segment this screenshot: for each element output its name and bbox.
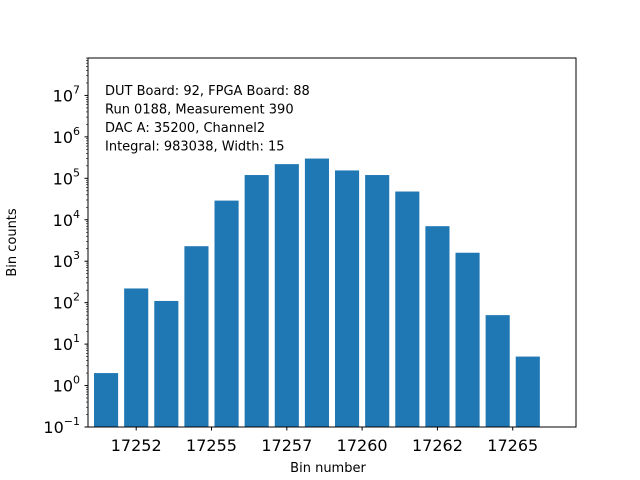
annotation-line: Run 0188, Measurement 390 (105, 103, 294, 118)
y-tick-label-exponent: 2 (73, 291, 80, 304)
bar-17265 (515, 356, 540, 427)
bar-17259 (335, 170, 360, 427)
annotation-block: DUT Board: 92, FPGA Board: 88 Run 0188, M… (105, 84, 310, 155)
y-tick-label-base: 10 (53, 128, 73, 147)
y-tick-label-exponent: 6 (73, 125, 80, 138)
bar-17253 (154, 300, 179, 427)
y-tick-label: 107 (53, 83, 80, 105)
y-tick-label-exponent: 7 (73, 83, 80, 96)
annotation-line: Integral: 983038, Width: 15 (105, 140, 285, 155)
y-tick-label-base: 10 (53, 294, 73, 313)
x-tick-label: 17262 (412, 436, 463, 455)
y-tick-label-exponent: 4 (73, 208, 80, 221)
bar-17260 (365, 175, 390, 427)
y-tick-label: 103 (53, 249, 80, 271)
bars (94, 158, 540, 428)
annotation-line: DAC A: 35200, Channel2 (105, 121, 265, 136)
y-tick-label: 104 (53, 208, 80, 230)
y-tick-label-base: 10 (53, 252, 73, 271)
x-ticks: 17252 17255 17257 17260 17262 17265 (111, 427, 538, 455)
bar-17257 (274, 164, 299, 427)
x-tick-label: 17260 (337, 436, 388, 455)
bar-17251 (94, 373, 119, 427)
y-tick-label-exponent: 0 (73, 374, 80, 387)
bar-17252 (124, 288, 149, 427)
bar-17255 (214, 200, 239, 427)
bar-17261 (395, 191, 420, 427)
y-axis-label: Bin counts (5, 208, 20, 277)
y-tick-label: 105 (53, 166, 80, 188)
bar-17264 (485, 315, 510, 427)
bar-17254 (184, 246, 209, 427)
plot-frame (87, 57, 577, 428)
y-tick-label: 101 (53, 332, 80, 354)
y-tick-label-exponent: 5 (73, 166, 80, 179)
x-tick-label: 17255 (186, 436, 237, 455)
x-tick-label: 17252 (111, 436, 162, 455)
y-tick-label-exponent: 1 (73, 332, 80, 345)
y-tick-label-base: 10 (53, 86, 73, 105)
y-tick-label-exponent: −1 (64, 415, 80, 428)
bar-17263 (455, 252, 480, 427)
y-tick-label: 10−1 (43, 415, 80, 437)
y-tick-label-base: 10 (43, 418, 63, 437)
y-tick-label-base: 10 (53, 377, 73, 396)
bar-17262 (425, 226, 450, 427)
bar-17256 (244, 175, 269, 427)
y-tick-label: 102 (53, 291, 80, 313)
y-tick-label-base: 10 (53, 335, 73, 354)
x-tick-label: 17257 (261, 436, 312, 455)
y-tick-label-base: 10 (53, 211, 73, 230)
y-tick-label-exponent: 3 (73, 249, 80, 262)
annotation-line: DUT Board: 92, FPGA Board: 88 (105, 84, 310, 99)
bar-17258 (304, 158, 329, 428)
y-tick-label: 106 (53, 125, 80, 147)
y-tick-label: 100 (53, 374, 80, 396)
x-axis-label: Bin number (290, 461, 366, 476)
x-tick-label: 17265 (487, 436, 538, 455)
y-tick-label-base: 10 (53, 169, 73, 188)
